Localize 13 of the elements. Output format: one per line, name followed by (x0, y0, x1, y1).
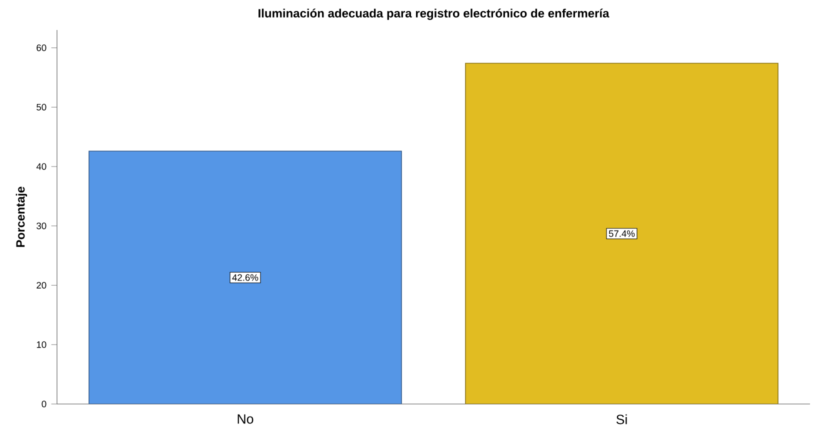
y-tick-label: 0 (42, 400, 46, 408)
y-tick-label: 10 (36, 342, 46, 348)
x-tick-label: Si (616, 414, 627, 424)
y-tick-label: 30 (36, 222, 46, 230)
y-tick-label: 50 (36, 104, 46, 111)
chart-title: Iluminación adecuada para registro electrónico de enfermería (258, 8, 610, 20)
y-axis-title: Porcentaje (16, 186, 28, 248)
x-tick-label: No (238, 414, 254, 424)
y-tick-label: 60 (36, 44, 46, 52)
y-tick-label: 20 (36, 282, 46, 289)
data-label: 57.4% (608, 230, 635, 238)
y-tick-label: 40 (36, 163, 46, 170)
data-label: 42.6% (232, 274, 258, 282)
